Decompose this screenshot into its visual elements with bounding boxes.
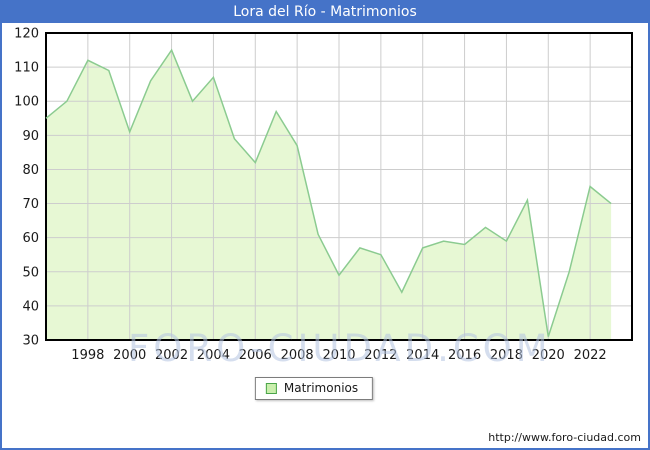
legend-label: Matrimonios (283, 381, 359, 395)
x-tick-label: 2004 (197, 348, 230, 363)
y-tick-label: 80 (22, 163, 39, 178)
y-tick-label: 110 (14, 61, 39, 76)
x-tick-label: 2012 (364, 348, 397, 363)
y-tick-label: 90 (22, 129, 39, 144)
y-tick-label: 40 (22, 299, 39, 314)
x-tick-label: 2010 (322, 348, 355, 363)
y-tick-label: 60 (22, 231, 39, 246)
plot-border (45, 32, 633, 341)
x-tick-label: 2014 (406, 348, 439, 363)
x-tick-label: 2016 (448, 348, 481, 363)
x-tick-label: 2000 (113, 348, 146, 363)
x-tick-label: 2020 (532, 348, 565, 363)
title-bar: Lora del Río - Matrimonios (2, 2, 648, 23)
matrimonios-series-swatch-icon (265, 382, 277, 394)
x-tick-label: 2018 (490, 348, 523, 363)
x-tick-label: 2022 (574, 348, 607, 363)
legend: Matrimonios (254, 377, 374, 400)
y-tick-label: 30 (22, 334, 39, 349)
x-tick-label: 2002 (155, 348, 188, 363)
x-tick-label: 2008 (281, 348, 314, 363)
foro-ciudad-link[interactable]: http://www.foro-ciudad.com (488, 431, 641, 444)
y-tick-label: 120 (14, 27, 39, 42)
area-series-fill (46, 50, 612, 340)
y-tick-label: 70 (22, 197, 39, 212)
area-series-line (45, 48, 612, 337)
x-tick-label: 1998 (71, 348, 104, 363)
y-tick-label: 50 (22, 265, 39, 280)
page-title: Lora del Río - Matrimonios (233, 4, 417, 20)
y-tick-label: 100 (14, 95, 39, 110)
x-tick-label: 2006 (239, 348, 272, 363)
